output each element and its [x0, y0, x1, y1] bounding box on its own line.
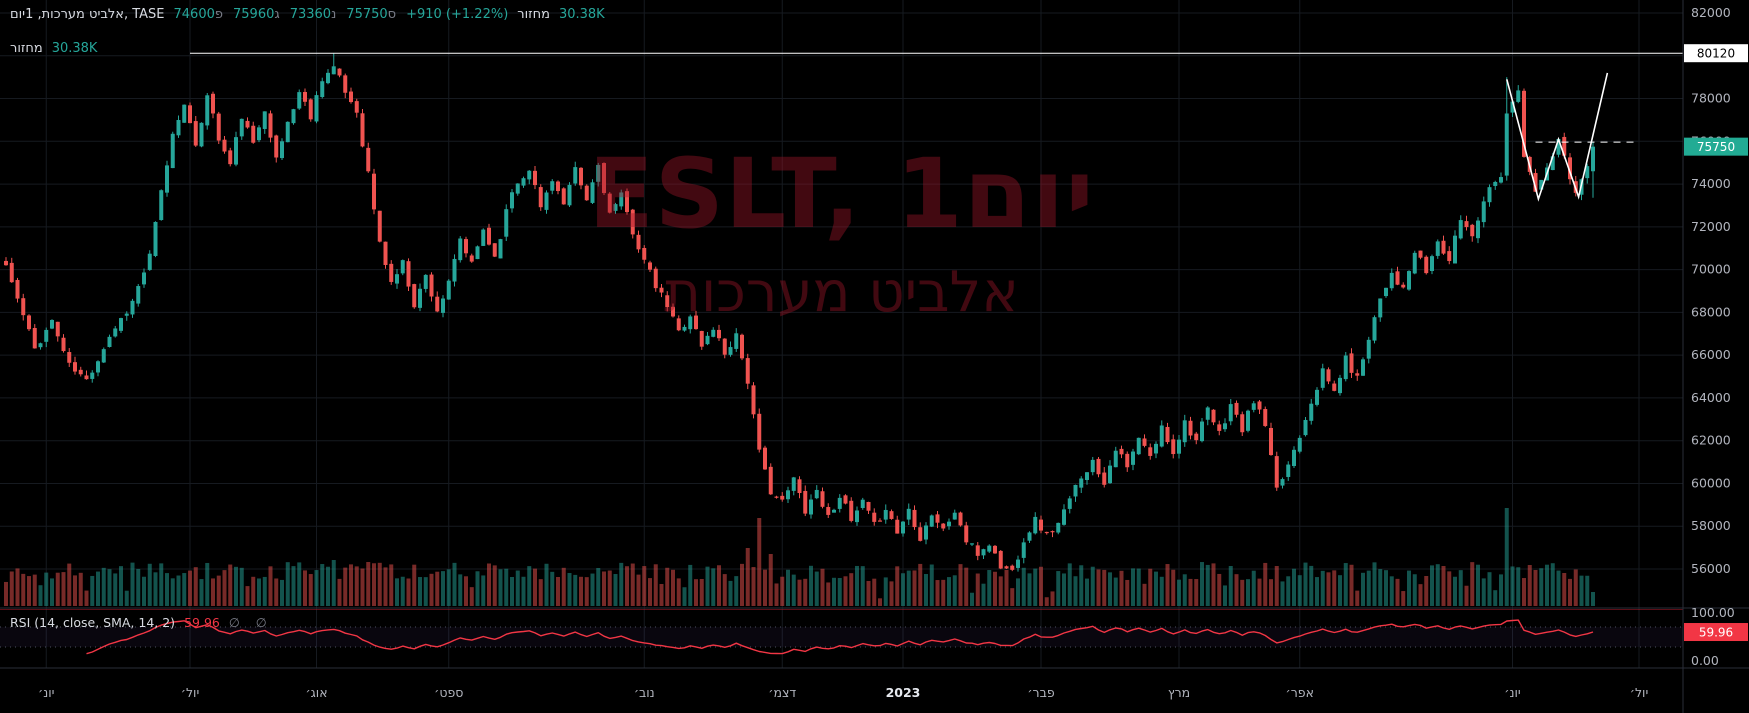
rsi-tick-label: 100.00: [1691, 605, 1735, 620]
volume-legend: מחזור 30.38K: [10, 41, 97, 56]
price-tick-label: 62000: [1691, 433, 1731, 448]
time-tick-label: מרץ: [1168, 685, 1190, 700]
rsi-line[interactable]: [86, 619, 1594, 655]
rsi-band-fill: [0, 627, 1683, 647]
rsi-hidden-values: ∅ ∅: [228, 615, 273, 630]
trend-zigzag-line[interactable]: [1506, 72, 1609, 202]
svg-text:80120: 80120: [1697, 47, 1735, 61]
volume-indicator-label[interactable]: מחזור: [10, 41, 43, 56]
time-tick-label: דצמ׳: [768, 685, 796, 700]
hline-price-label: 80120: [1684, 44, 1748, 63]
svg-text:59.96: 59.96: [1699, 626, 1733, 640]
rsi-tick-label: 0.00: [1691, 653, 1719, 668]
low-value: 73360: [289, 7, 332, 22]
price-tick-label: 82000: [1691, 5, 1731, 20]
close-value: 75750: [346, 7, 388, 22]
rsi-indicator-value: 59.96: [184, 615, 220, 630]
price-tick-label: 66000: [1691, 347, 1731, 362]
volume-indicator-value: 30.38K: [51, 41, 98, 56]
grid-lines: [0, 0, 1683, 668]
change-value: +910 (+1.22%): [406, 7, 509, 22]
rsi-value-badge: 59.96: [1684, 623, 1748, 642]
time-tick-label: אוג׳: [305, 685, 327, 700]
time-tick-label: פבר׳: [1027, 685, 1054, 700]
time-tick-label: יונ׳: [1504, 685, 1520, 700]
price-tick-label: 70000: [1691, 262, 1731, 277]
rsi-indicator-title[interactable]: RSI (14, close, SMA, 14, 2): [10, 615, 176, 630]
high-value: 75960: [233, 7, 275, 22]
time-tick-label: 2023: [886, 685, 921, 700]
header-volume-value: 30.38K: [558, 7, 605, 22]
time-tick-label: נוב׳: [634, 685, 655, 700]
header-volume-label: מחזור: [517, 7, 550, 22]
svg-text:75750: 75750: [1697, 140, 1735, 154]
symbol-legend: אלביט מערכות, 1יום, TASE פ74600 ג75960 נ…: [10, 7, 605, 22]
volume-series: [4, 508, 1595, 606]
ohlc-open: פ74600: [174, 7, 224, 22]
price-tick-label: 58000: [1691, 518, 1731, 533]
time-tick-label: ספט׳: [434, 685, 463, 700]
high-key: ג: [274, 7, 280, 22]
time-tick-label: אפר׳: [1286, 685, 1314, 700]
ohlc-high: ג75960: [233, 7, 281, 22]
candlestick-series[interactable]: [4, 53, 1595, 572]
time-axis[interactable]: יונ׳ יול׳ אוג׳ ספט׳ נוב׳ דצמ׳ 2023 פבר׳ מרץ אפר׳ י…: [38, 685, 1648, 700]
price-tick-label: 56000: [1691, 561, 1731, 576]
time-tick-label: יול׳: [1630, 685, 1649, 700]
ohlc-low: נ73360: [290, 7, 338, 22]
close-key: ס: [387, 7, 397, 22]
symbol-title[interactable]: אלביט מערכות, 1יום, TASE: [10, 7, 165, 22]
price-tick-label: 60000: [1691, 475, 1731, 490]
rsi-legend: RSI (14, close, SMA, 14, 2) 59.96 ∅ ∅: [10, 615, 273, 630]
price-tick-label: 72000: [1691, 219, 1731, 234]
time-tick-label: יול׳: [181, 685, 200, 700]
low-key: נ: [331, 7, 337, 22]
time-tick-label: יונ׳: [38, 685, 54, 700]
ohlc-close: ס75750: [346, 7, 397, 22]
user-drawings[interactable]: [190, 52, 1683, 202]
price-tick-label: 74000: [1691, 176, 1731, 191]
current-price-badge: 75750: [1684, 137, 1748, 156]
open-value: 74600: [173, 7, 215, 22]
open-key: פ: [214, 7, 223, 22]
price-tick-label: 78000: [1691, 91, 1731, 106]
price-tick-label: 68000: [1691, 304, 1731, 319]
price-tick-label: 64000: [1691, 390, 1731, 405]
price-axis[interactable]: 8200080000780007600074000720007000068000…: [1691, 5, 1735, 668]
